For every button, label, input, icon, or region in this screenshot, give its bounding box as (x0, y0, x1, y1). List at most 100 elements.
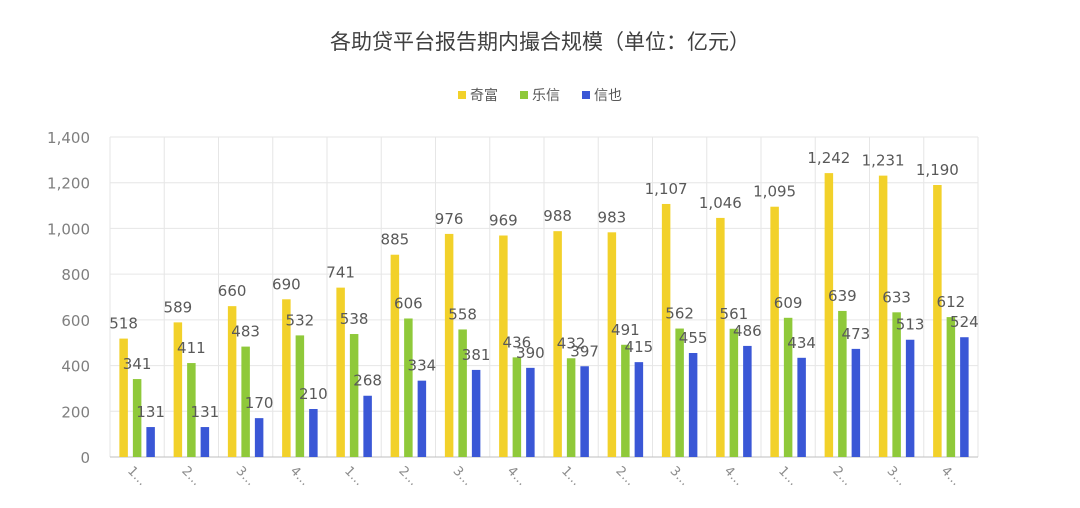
data-label-xinye: 397 (570, 342, 599, 360)
x-tick-label: 2... (612, 464, 637, 489)
data-label-qifu: 1,231 (862, 152, 905, 170)
data-label-lexin: 341 (123, 355, 152, 373)
data-label-qifu: 976 (435, 210, 464, 228)
chart-legend: 奇富 乐信 信也 (0, 85, 1080, 105)
bar-lexin (729, 328, 739, 457)
bar-qifu (878, 175, 888, 457)
data-label-lexin: 411 (177, 339, 206, 357)
data-label-lexin: 532 (286, 311, 315, 329)
bar-xinye (634, 362, 644, 457)
x-tick-label: 4... (938, 464, 963, 489)
data-label-qifu: 1,046 (699, 194, 742, 212)
x-tick-label: 4... (504, 464, 529, 489)
legend-item-qifu: 奇富 (458, 85, 498, 105)
bar-qifu (933, 185, 942, 457)
data-label-lexin: 491 (611, 321, 640, 339)
bar-lexin (783, 317, 793, 457)
y-tick-label: 1,400 (47, 129, 90, 147)
bar-lexin (892, 312, 901, 457)
x-tick-label: 4... (287, 464, 312, 489)
x-tick-label: 2... (178, 464, 203, 489)
bar-xinye (905, 339, 915, 457)
data-label-xinye: 434 (787, 334, 816, 352)
data-label-lexin: 483 (231, 323, 260, 341)
data-label-qifu: 690 (272, 275, 301, 293)
data-label-lexin: 562 (665, 305, 694, 323)
x-tick-label: 2... (395, 464, 420, 489)
bar-xinye (146, 427, 155, 457)
y-tick-label: 1,200 (47, 175, 90, 193)
x-tick-label: 1... (124, 464, 149, 489)
data-label-xinye: 390 (516, 344, 545, 362)
x-tick-label: 1... (341, 464, 366, 489)
data-label-xinye: 455 (679, 329, 708, 347)
data-label-qifu: 1,095 (753, 183, 796, 201)
bar-lexin (566, 358, 576, 457)
x-tick-label: 2... (829, 464, 854, 489)
bar-xinye (254, 418, 264, 457)
data-label-qifu: 983 (598, 208, 627, 226)
bar-qifu (227, 306, 237, 457)
data-label-xinye: 381 (462, 346, 491, 364)
data-label-qifu: 1,107 (645, 180, 688, 198)
data-label-xinye: 513 (896, 316, 925, 334)
data-label-qifu: 885 (381, 231, 410, 249)
data-label-xinye: 524 (950, 313, 979, 331)
bar-qifu (716, 217, 725, 457)
bar-lexin (132, 379, 142, 457)
data-label-qifu: 988 (543, 207, 572, 225)
bar-qifu (824, 173, 834, 457)
x-tick-label: 3... (884, 464, 909, 489)
bar-lexin (349, 334, 359, 457)
data-label-lexin: 538 (340, 310, 369, 328)
legend-item-lexin: 乐信 (520, 85, 560, 105)
data-label-qifu: 741 (326, 264, 355, 282)
y-tick-label: 0 (80, 449, 90, 467)
bar-qifu (444, 233, 454, 457)
data-label-qifu: 969 (489, 212, 518, 230)
data-label-xinye: 415 (625, 338, 654, 356)
data-label-xinye: 210 (299, 385, 328, 403)
y-tick-label: 800 (61, 266, 90, 284)
bar-lexin (621, 344, 630, 457)
legend-label-qifu: 奇富 (470, 88, 498, 104)
y-tick-label: 600 (61, 312, 90, 330)
bar-qifu (607, 232, 617, 457)
chart-title: 各助贷平台报告期内撮合规模（单位：亿元） (330, 30, 750, 54)
data-label-xinye: 131 (136, 403, 165, 421)
x-tick-label: 1... (775, 464, 800, 489)
legend-swatch-qifu (458, 91, 466, 99)
x-tick-label: 3... (233, 464, 258, 489)
bar-xinye (309, 409, 318, 457)
data-label-lexin: 436 (503, 333, 532, 351)
bar-qifu (390, 254, 400, 457)
data-label-xinye: 334 (408, 357, 437, 375)
data-label-xinye: 170 (245, 394, 274, 412)
data-label-qifu: 589 (164, 298, 193, 316)
bar-xinye (851, 348, 861, 457)
x-tick-label: 3... (667, 464, 692, 489)
bar-qifu (282, 299, 291, 457)
bar-lexin (241, 346, 250, 457)
x-tick-label: 4... (721, 464, 746, 489)
legend-label-xinye: 信也 (594, 88, 622, 104)
bar-xinye (797, 357, 806, 457)
bar-xinye (363, 395, 372, 457)
data-label-qifu: 518 (109, 315, 138, 333)
bar-qifu (770, 206, 779, 457)
y-tick-label: 200 (61, 403, 90, 421)
bar-xinye (743, 345, 752, 457)
data-label-lexin: 606 (394, 294, 423, 312)
data-label-qifu: 1,190 (916, 161, 959, 179)
y-tick-label: 1,000 (47, 220, 90, 238)
bar-qifu (553, 231, 562, 457)
bar-lexin (675, 328, 684, 457)
data-label-lexin: 612 (937, 293, 966, 311)
bar-lexin (838, 310, 847, 457)
legend-swatch-xinye (582, 91, 590, 99)
legend-item-xinye: 信也 (582, 85, 622, 105)
bar-lexin (946, 317, 956, 457)
bar-xinye (417, 380, 427, 457)
bar-lexin (187, 363, 196, 457)
